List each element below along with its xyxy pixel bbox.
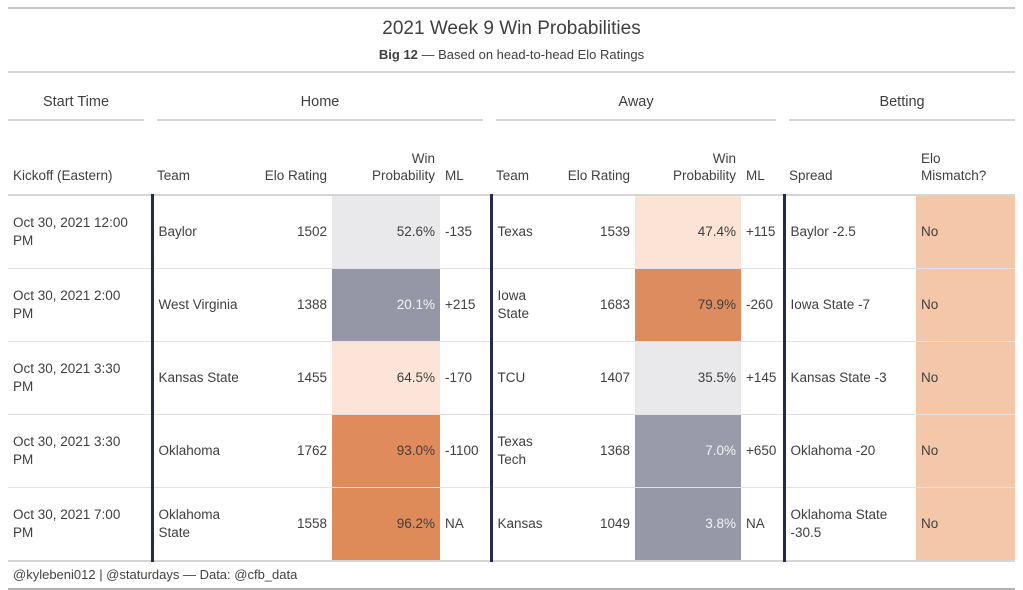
home-ml-cell: -135 xyxy=(440,194,493,269)
group-header-row: Start Time Home Away Betting xyxy=(8,73,1016,121)
group-betting: Betting xyxy=(784,73,1016,121)
away-ml-cell: +145 xyxy=(741,341,786,415)
away-elo-cell: 1368 xyxy=(561,414,635,488)
home-elo-cell: 1388 xyxy=(252,268,332,342)
table-footer-credit: @kylebeni012 | @staturdays — Data: @cfb_… xyxy=(8,562,1015,590)
col-home-win-prob: Win Probability xyxy=(332,120,440,196)
away-elo-cell: 1683 xyxy=(561,268,635,342)
away-win-prob-cell: 79.9% xyxy=(635,268,741,342)
away-team-cell: TCU xyxy=(491,341,561,415)
spread-cell: Iowa State -7 xyxy=(784,268,917,342)
kickoff-cell: Oct 30, 2021 12:00 PM xyxy=(8,194,154,269)
col-spread: Spread xyxy=(784,120,917,196)
kickoff-cell: Oct 30, 2021 3:30 PM xyxy=(8,414,154,488)
games-table: Start Time Home Away Betting Kickoff (Ea… xyxy=(8,73,1016,562)
col-away-elo: Elo Rating xyxy=(561,120,635,196)
table-row: Oct 30, 2021 12:00 PM Baylor 1502 52.6% … xyxy=(8,194,1016,269)
kickoff-cell: Oct 30, 2021 7:00 PM xyxy=(8,487,154,562)
col-home-ml: ML xyxy=(440,120,491,196)
away-win-prob-cell: 35.5% xyxy=(635,341,741,415)
away-team-cell: Texas xyxy=(491,194,561,269)
col-away-ml: ML xyxy=(741,120,785,196)
home-team-cell: Oklahoma State xyxy=(152,487,252,562)
home-ml-cell: -1100 xyxy=(440,414,493,488)
away-win-prob-cell: 47.4% xyxy=(635,194,741,269)
page-subtitle: Big 12 — Based on head-to-head Elo Ratin… xyxy=(8,47,1015,62)
home-elo-cell: 1762 xyxy=(252,414,332,488)
home-ml-cell: NA xyxy=(440,487,493,562)
home-team-cell: Kansas State xyxy=(152,341,252,415)
win-probability-table: 2021 Week 9 Win Probabilities Big 12 — B… xyxy=(8,7,1016,590)
away-team-cell: Texas Tech xyxy=(491,414,561,488)
away-ml-cell: NA xyxy=(741,487,786,562)
kickoff-cell: Oct 30, 2021 3:30 PM xyxy=(8,341,154,415)
subtitle-description: — Based on head-to-head Elo Ratings xyxy=(417,46,645,62)
kickoff-cell: Oct 30, 2021 2:00 PM xyxy=(8,268,154,342)
col-away-win-prob: Win Probability xyxy=(635,120,741,196)
elo-mismatch-cell: No xyxy=(916,414,1016,488)
spread-cell: Oklahoma -20 xyxy=(784,414,917,488)
spread-cell: Kansas State -3 xyxy=(784,341,917,415)
spread-cell: Baylor -2.5 xyxy=(784,194,917,269)
home-team-cell: Baylor xyxy=(152,194,252,269)
table-row: Oct 30, 2021 2:00 PM West Virginia 1388 … xyxy=(8,268,1016,342)
home-team-cell: Oklahoma xyxy=(152,414,252,488)
home-team-cell: West Virginia xyxy=(152,268,252,342)
home-win-prob-cell: 93.0% xyxy=(332,414,440,488)
table-row: Oct 30, 2021 7:00 PM Oklahoma State 1558… xyxy=(8,487,1016,562)
away-elo-cell: 1049 xyxy=(561,487,635,562)
elo-mismatch-cell: No xyxy=(916,268,1016,342)
home-elo-cell: 1455 xyxy=(252,341,332,415)
col-elo-mismatch: Elo Mismatch? xyxy=(916,120,1016,196)
away-win-prob-cell: 7.0% xyxy=(635,414,741,488)
elo-mismatch-cell: No xyxy=(916,341,1016,415)
home-elo-cell: 1502 xyxy=(252,194,332,269)
home-ml-cell: -170 xyxy=(440,341,493,415)
away-win-prob-cell: 3.8% xyxy=(635,487,741,562)
elo-mismatch-cell: No xyxy=(916,487,1016,562)
column-header-row: Kickoff (Eastern) Team Elo Rating Win Pr… xyxy=(8,120,1016,196)
home-elo-cell: 1558 xyxy=(252,487,332,562)
home-ml-cell: +215 xyxy=(440,268,493,342)
away-team-cell: Kansas xyxy=(491,487,561,562)
subtitle-conference: Big 12 xyxy=(378,46,418,62)
away-ml-cell: +115 xyxy=(741,194,786,269)
col-home-team: Team xyxy=(152,120,252,196)
elo-mismatch-cell: No xyxy=(916,194,1016,269)
away-ml-cell: -260 xyxy=(741,268,786,342)
group-home: Home xyxy=(152,73,491,121)
away-elo-cell: 1539 xyxy=(561,194,635,269)
table-row: Oct 30, 2021 3:30 PM Oklahoma 1762 93.0%… xyxy=(8,414,1016,488)
col-away-team: Team xyxy=(491,120,561,196)
col-home-elo: Elo Rating xyxy=(252,120,332,196)
home-win-prob-cell: 20.1% xyxy=(332,268,440,342)
home-win-prob-cell: 52.6% xyxy=(332,194,440,269)
spread-cell: Oklahoma State -30.5 xyxy=(784,487,917,562)
group-start-time: Start Time xyxy=(8,73,152,121)
group-away: Away xyxy=(491,73,784,121)
home-win-prob-cell: 96.2% xyxy=(332,487,440,562)
away-elo-cell: 1407 xyxy=(561,341,635,415)
away-ml-cell: +650 xyxy=(741,414,786,488)
col-kickoff: Kickoff (Eastern) xyxy=(8,120,152,196)
away-team-cell: Iowa State xyxy=(491,268,561,342)
table-row: Oct 30, 2021 3:30 PM Kansas State 1455 6… xyxy=(8,341,1016,415)
page-title: 2021 Week 9 Win Probabilities xyxy=(382,18,641,39)
home-win-prob-cell: 64.5% xyxy=(332,341,440,415)
table-header: 2021 Week 9 Win Probabilities Big 12 — B… xyxy=(8,9,1015,73)
